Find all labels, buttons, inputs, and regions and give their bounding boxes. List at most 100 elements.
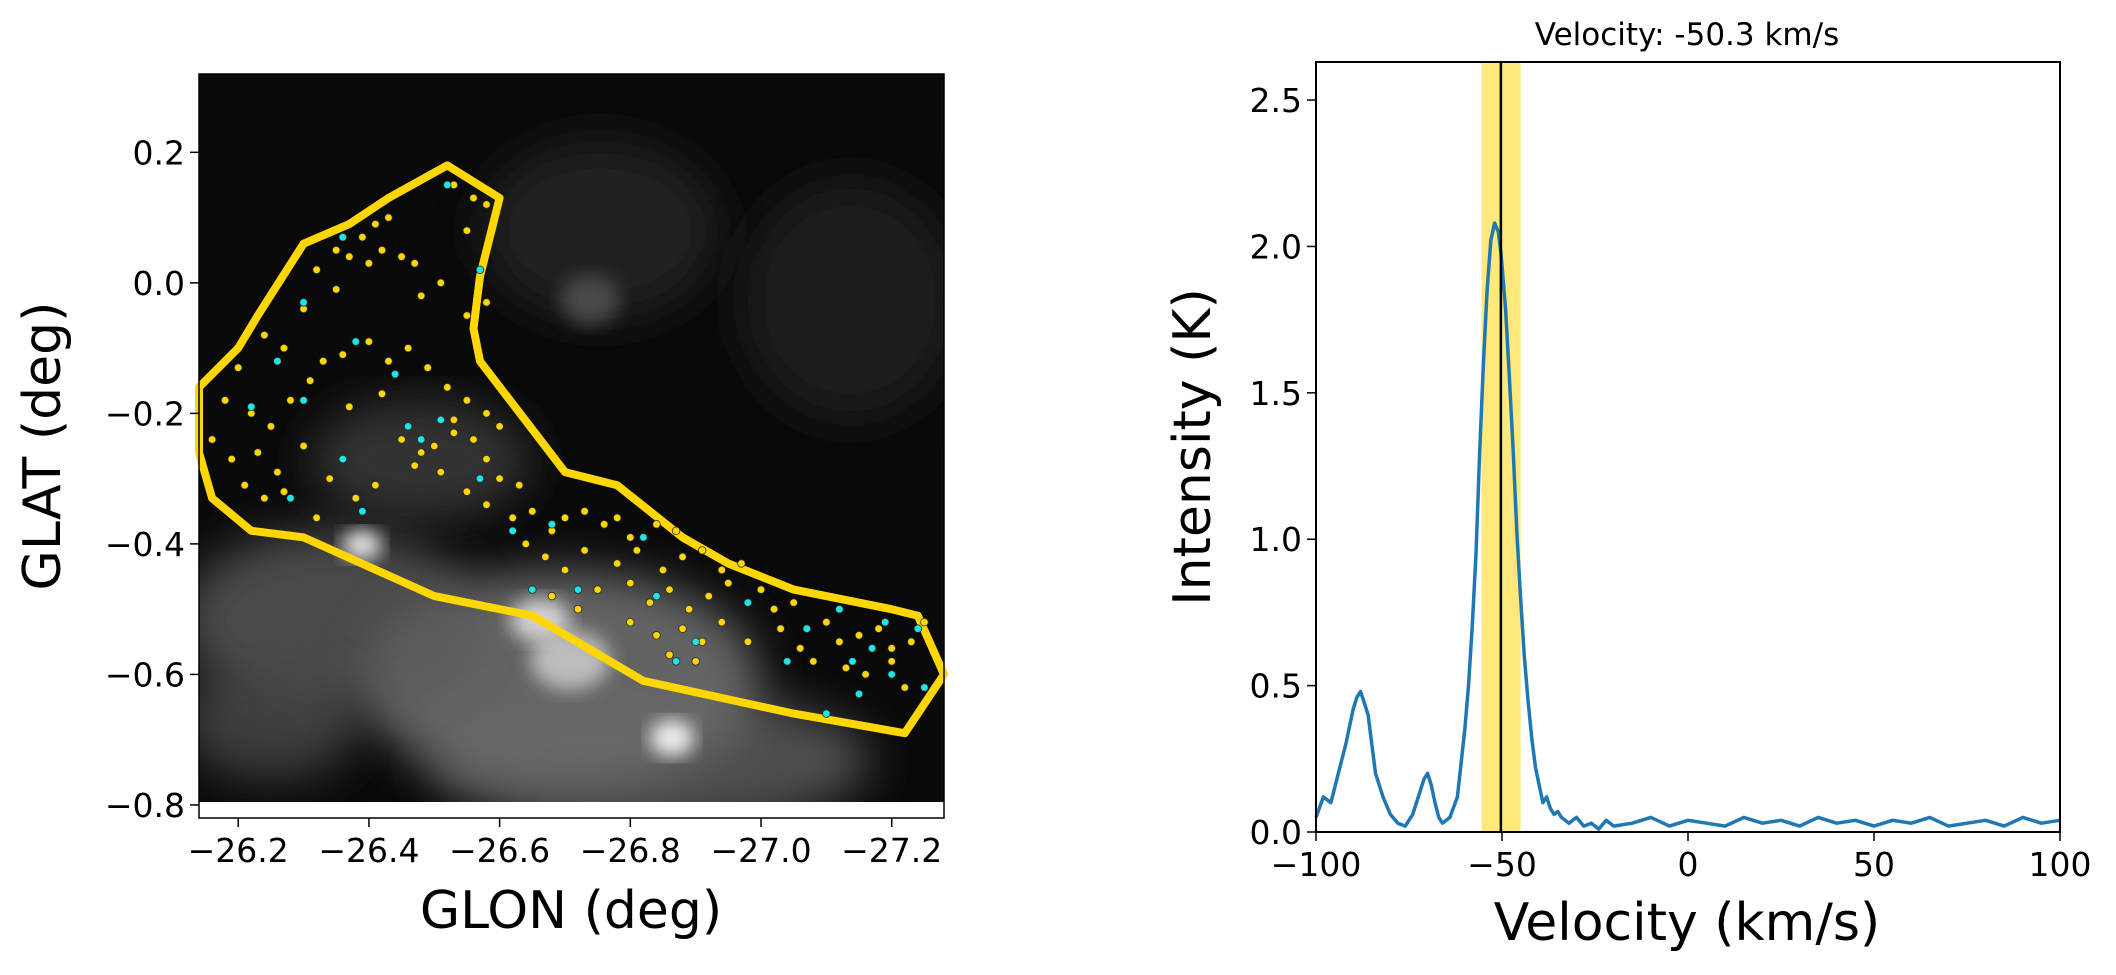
source-point-yellow [332, 285, 341, 294]
source-point-yellow [482, 454, 491, 464]
source-point-yellow [704, 591, 713, 601]
map-y-tick-label: −0.6 [105, 655, 185, 694]
source-point-yellow [626, 618, 635, 627]
map-y-tick-label: 0.2 [133, 133, 185, 172]
source-point-yellow [900, 683, 909, 692]
map-x-tick-label: −26.6 [449, 831, 550, 870]
source-point-yellow [593, 585, 602, 594]
source-point-yellow [430, 441, 439, 451]
spectrum-x-axis-label: Velocity (km/s) [1494, 893, 1880, 953]
source-point-yellow [240, 481, 249, 490]
source-point-cyan [822, 709, 831, 718]
source-point-cyan [854, 689, 864, 699]
source-point-yellow [345, 402, 354, 411]
source-point-yellow [417, 448, 426, 457]
source-point-yellow [521, 539, 530, 549]
map-x-tick-label: −26.2 [188, 831, 289, 870]
source-point-yellow [907, 637, 916, 646]
spectrum-line [1314, 221, 2061, 831]
source-point-yellow [227, 454, 236, 464]
source-point-yellow [436, 278, 445, 287]
map-y-tick-label: 0.0 [133, 264, 185, 303]
source-point-cyan [547, 520, 557, 529]
source-point-yellow [822, 618, 831, 627]
source-point-yellow [279, 487, 289, 496]
source-point-yellow [528, 507, 537, 516]
source-point-yellow [233, 363, 243, 372]
source-point-cyan [671, 657, 681, 666]
region-polygon [195, 161, 948, 738]
source-point-yellow [841, 663, 851, 673]
map-y-axis-label: GLAT (deg) [13, 302, 73, 591]
source-point-yellow [678, 624, 687, 633]
source-point-cyan [417, 435, 426, 444]
source-point-yellow [469, 435, 478, 444]
source-point-yellow [299, 441, 308, 451]
spectrum-y-tick-label: 2.5 [1250, 81, 1302, 120]
spectrum-y-tick-label: 1.0 [1250, 520, 1302, 559]
source-point-cyan [573, 585, 583, 594]
source-points [207, 180, 929, 718]
source-point-yellow [384, 213, 393, 222]
spectrum-x-ticks: −100 −50 0 50 100 [1271, 832, 2092, 884]
spectrum-y-ticks: 0.0 0.5 1.0 1.5 2.0 2.5 [1250, 81, 1316, 852]
source-point-yellow [789, 598, 798, 607]
spectrum-y-tick-label: 0.5 [1250, 667, 1302, 706]
source-point-yellow [273, 467, 282, 477]
source-point-yellow [338, 350, 347, 359]
map-x-tick-label: −26.4 [318, 831, 419, 870]
source-point-cyan [247, 402, 256, 411]
source-point-yellow [547, 591, 557, 601]
source-point-yellow [332, 245, 341, 255]
source-point-cyan [848, 657, 857, 666]
source-point-cyan [351, 337, 360, 346]
source-point-yellow [613, 513, 622, 522]
spectrum-x-tick-label: −50 [1467, 845, 1537, 884]
source-point-cyan [802, 624, 811, 633]
source-point-yellow [358, 232, 367, 242]
source-point-cyan [913, 624, 923, 633]
spectrum-title: Velocity: -50.3 km/s [1535, 17, 1839, 53]
source-point-cyan [475, 265, 485, 274]
source-point-cyan [338, 454, 347, 464]
source-point-cyan [443, 180, 452, 190]
source-point-yellow [482, 409, 491, 418]
source-point-yellow [508, 513, 517, 522]
source-point-yellow [691, 657, 700, 666]
source-point-yellow [678, 552, 687, 562]
source-point-yellow [266, 422, 276, 431]
source-point-yellow [684, 605, 694, 614]
source-point-cyan [691, 637, 700, 646]
map-x-axis-label: GLON (deg) [420, 881, 722, 941]
source-point-yellow [397, 252, 406, 261]
source-point-yellow [560, 565, 570, 575]
source-point-yellow [495, 422, 504, 431]
source-point-yellow [371, 481, 380, 490]
source-point-yellow [207, 435, 217, 444]
source-point-yellow [632, 546, 642, 555]
source-point-yellow [495, 474, 504, 483]
source-point-yellow [397, 435, 406, 444]
source-point-yellow [462, 487, 472, 496]
source-point-yellow [854, 631, 864, 640]
spectrum-y-tick-label: 2.0 [1250, 227, 1302, 266]
source-point-yellow [377, 389, 387, 398]
source-point-yellow [305, 376, 315, 385]
sky-map-panel: −26.2 −26.4 −26.6 −26.8 −27.0 −27.2 0.2 0.0 −0.… [13, 73, 948, 941]
source-point-yellow [613, 559, 622, 568]
source-point-yellow [671, 526, 681, 535]
map-x-tick-label: −27.2 [841, 831, 942, 870]
source-point-yellow [658, 565, 668, 575]
source-point-cyan [403, 422, 413, 431]
source-point-yellow [410, 461, 419, 470]
source-point-yellow [920, 618, 929, 627]
source-point-yellow [410, 259, 419, 268]
map-x-tick-label: −26.8 [580, 831, 681, 870]
source-point-yellow [364, 337, 374, 346]
source-point-yellow [462, 226, 472, 235]
source-point-yellow [482, 298, 491, 307]
source-point-yellow [260, 494, 269, 503]
source-point-cyan [887, 670, 896, 679]
source-point-yellow [743, 637, 753, 646]
